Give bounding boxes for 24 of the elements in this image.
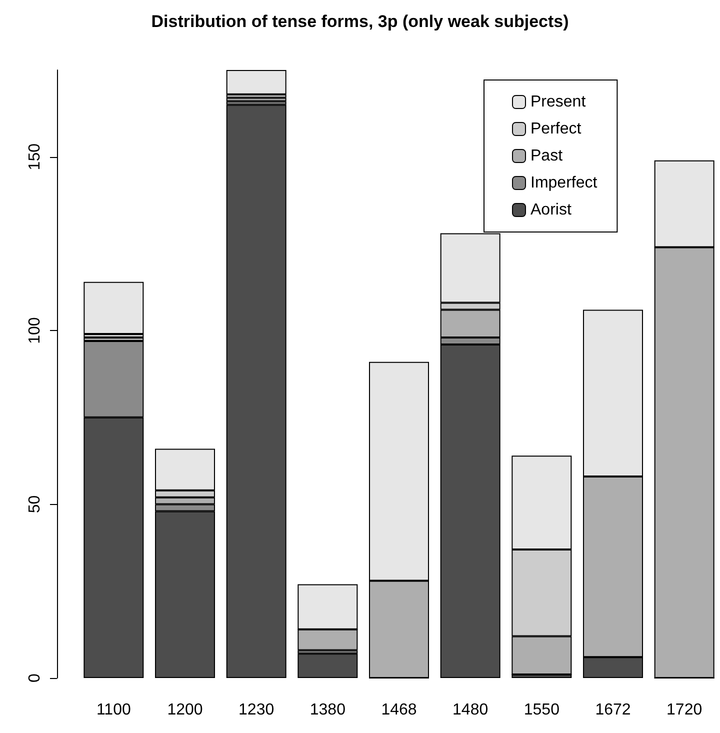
legend-label: Past [530, 148, 564, 164]
x-tick-label: 1550 [524, 702, 560, 718]
bar [226, 104, 286, 678]
x-tick-label: 1468 [381, 702, 417, 718]
bar [226, 98, 286, 102]
y-tick-label: 150 [26, 143, 44, 170]
legend-label: Aorist [530, 202, 572, 218]
y-tick-label: 50 [26, 495, 44, 514]
chart-title: Distribution of tense forms, 3p (only weak subjects) [151, 12, 569, 31]
x-tick-label: 1200 [167, 702, 203, 718]
x-tick-label: 1230 [238, 702, 274, 718]
bar [84, 282, 144, 334]
y-tick-label: 100 [26, 317, 44, 344]
legend-label: Present [530, 94, 586, 110]
legend-label: Imperfect [530, 174, 598, 192]
bar [226, 70, 286, 94]
x-tick-label: 1672 [595, 702, 631, 718]
legend-label: Perfect [530, 120, 582, 138]
y-tick-label: 0 [26, 673, 44, 682]
x-tick-label: 1480 [452, 702, 488, 718]
x-tick-label: 1100 [96, 702, 131, 718]
x-tick-label: 1720 [666, 702, 702, 718]
x-tick-label: 1380 [310, 702, 346, 718]
bar [298, 654, 358, 678]
